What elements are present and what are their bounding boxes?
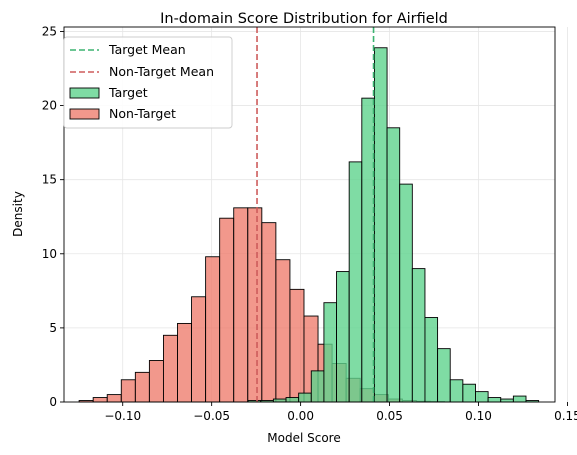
target-bar-6 (324, 303, 337, 402)
non-target-bar-8 (192, 297, 206, 402)
legend-swatch-target (70, 88, 99, 98)
non-target-bar-13 (262, 223, 276, 402)
target-bar-4 (299, 393, 312, 402)
target-bar-15 (438, 349, 451, 402)
non-target-bar-5 (149, 360, 163, 402)
non-target-bar-15 (290, 289, 304, 402)
non-target-bar-12 (248, 208, 262, 402)
legend-label-target-mean: Target Mean (108, 42, 186, 57)
x-tick-label-1: −0.05 (193, 409, 230, 423)
target-bar-9 (362, 98, 375, 402)
target-bar-11 (387, 128, 400, 402)
target-bar-18 (475, 392, 488, 402)
target-bar-7 (337, 272, 350, 402)
x-tick-label-0: −0.10 (104, 409, 141, 423)
target-bar-14 (425, 318, 438, 402)
y-tick-label-0: 0 (49, 395, 57, 409)
target-bar-5 (311, 371, 324, 402)
y-tick-label-5: 25 (42, 24, 57, 38)
non-target-bar-14 (276, 260, 290, 402)
non-target-bar-4 (135, 372, 149, 402)
x-axis-label: Model Score (267, 431, 340, 445)
target-bar-12 (400, 184, 413, 402)
legend-label-non-target-mean: Non-Target Mean (109, 64, 214, 79)
legend-label-target: Target (108, 85, 148, 100)
legend-label-non-target: Non-Target (109, 106, 176, 121)
target-bar-10 (374, 48, 387, 402)
y-tick-label-3: 15 (42, 173, 57, 187)
x-tick-label-5: 0.15 (554, 409, 577, 423)
target-bar-19 (488, 398, 501, 402)
x-tick-label-2: 0.00 (287, 409, 314, 423)
y-tick-label-2: 10 (42, 247, 57, 261)
target-bar-16 (450, 380, 463, 402)
y-axis-label: Density (11, 191, 25, 237)
target-bar-3 (286, 398, 299, 402)
target-bar-21 (513, 396, 526, 402)
non-target-bar-10 (220, 218, 234, 402)
non-target-bar-7 (177, 323, 191, 402)
target-bar-13 (412, 269, 425, 402)
target-bar-17 (463, 384, 476, 402)
y-tick-label-4: 20 (42, 99, 57, 113)
legend: Target Mean Non-Target Mean Target Non-T… (64, 37, 232, 128)
non-target-bar-1 (93, 398, 107, 402)
non-target-bar-3 (121, 380, 135, 402)
target-bar-8 (349, 162, 362, 402)
non-target-bar-11 (234, 208, 248, 402)
chart-title: In-domain Score Distribution for Airfiel… (160, 11, 448, 27)
legend-swatch-non-target (70, 109, 99, 119)
non-target-bar-2 (107, 395, 121, 402)
y-tick-label-1: 5 (49, 321, 57, 335)
non-target-bar-6 (163, 335, 177, 402)
non-target-bar-9 (206, 257, 220, 402)
x-tick-label-4: 0.10 (465, 409, 492, 423)
x-tick-label-3: 0.05 (376, 409, 403, 423)
